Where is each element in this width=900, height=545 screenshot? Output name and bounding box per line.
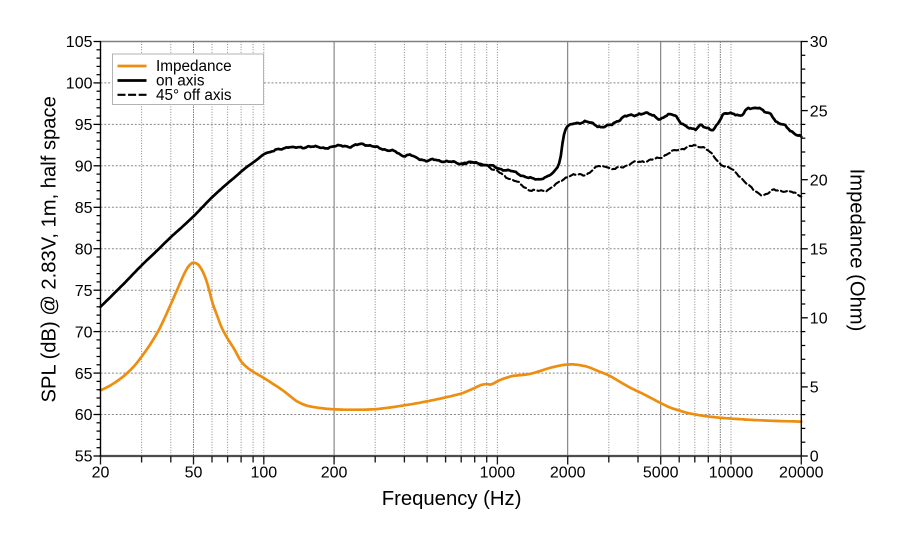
svg-text:1000: 1000 <box>480 465 516 482</box>
svg-text:50: 50 <box>185 465 203 482</box>
svg-text:70: 70 <box>75 324 93 341</box>
svg-text:10000: 10000 <box>709 465 754 482</box>
svg-text:105: 105 <box>66 34 93 51</box>
svg-text:200: 200 <box>321 465 348 482</box>
svg-text:25: 25 <box>810 103 828 120</box>
svg-text:85: 85 <box>75 200 93 217</box>
svg-text:20000: 20000 <box>779 465 824 482</box>
svg-text:60: 60 <box>75 407 93 424</box>
svg-text:30: 30 <box>810 34 828 51</box>
svg-text:20: 20 <box>810 172 828 189</box>
svg-text:90: 90 <box>75 159 93 176</box>
svg-text:Impedance (Ohm): Impedance (Ohm) <box>846 169 868 332</box>
svg-text:Frequency (Hz): Frequency (Hz) <box>382 488 522 510</box>
svg-text:on axis: on axis <box>156 73 205 90</box>
svg-text:0: 0 <box>810 449 819 466</box>
svg-text:2000: 2000 <box>550 465 586 482</box>
svg-text:SPL (dB) @ 2.83V, 1m, half spa: SPL (dB) @ 2.83V, 1m, half space <box>39 96 61 402</box>
svg-text:10: 10 <box>810 311 828 328</box>
svg-text:100: 100 <box>66 76 93 93</box>
svg-text:15: 15 <box>810 241 828 258</box>
svg-text:55: 55 <box>75 449 93 466</box>
svg-text:100: 100 <box>250 465 277 482</box>
svg-text:65: 65 <box>75 366 93 383</box>
svg-text:75: 75 <box>75 283 93 300</box>
svg-text:45° off axis: 45° off axis <box>156 87 232 104</box>
svg-text:80: 80 <box>75 241 93 258</box>
svg-text:5000: 5000 <box>643 465 679 482</box>
svg-text:20: 20 <box>92 465 110 482</box>
svg-text:5: 5 <box>810 380 819 397</box>
svg-text:Impedance: Impedance <box>156 58 232 75</box>
svg-text:95: 95 <box>75 117 93 134</box>
